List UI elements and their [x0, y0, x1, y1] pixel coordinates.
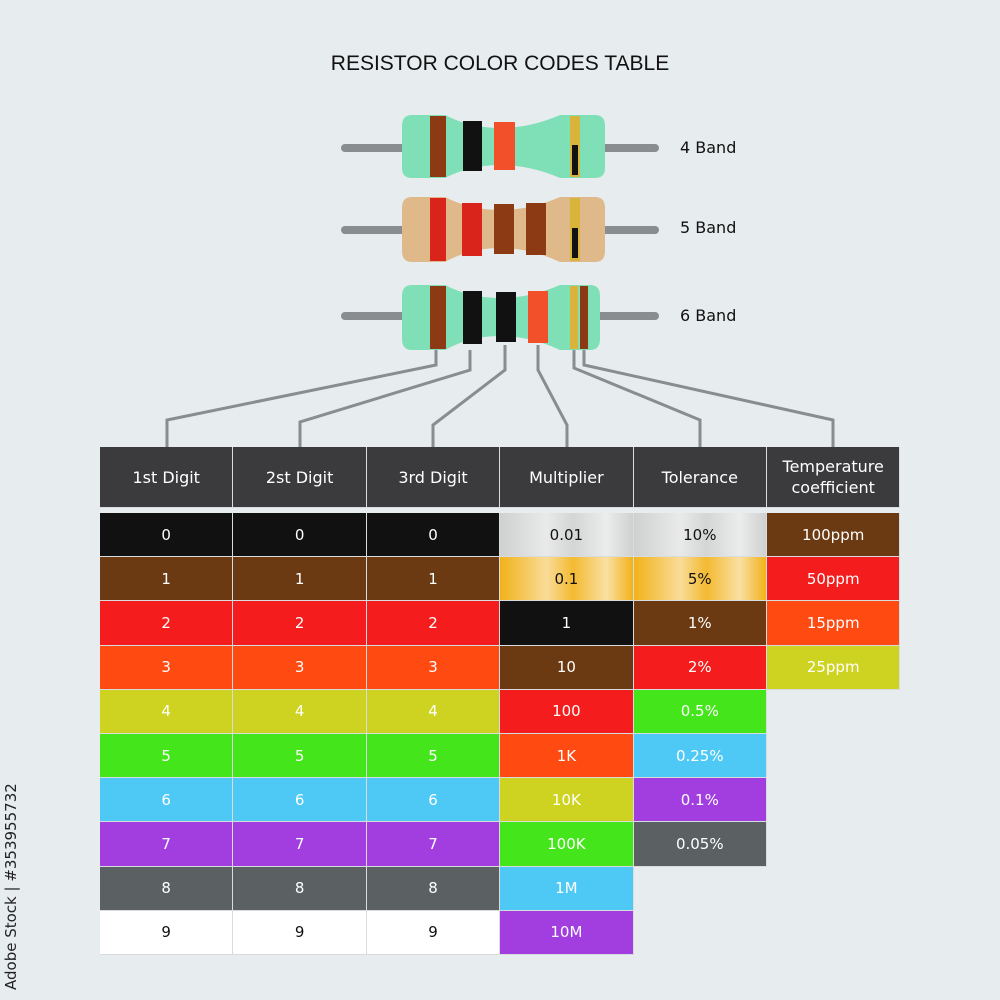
table-cell: 1 [100, 557, 234, 602]
resistor-6 [402, 285, 600, 350]
table-cell: 5% [633, 557, 767, 602]
table-cell: 0.25% [633, 734, 767, 779]
table-cell: 2 [100, 601, 234, 646]
table-cell: 7 [366, 822, 501, 867]
table-cell: 3 [100, 645, 234, 690]
table-cell: 5 [366, 734, 501, 779]
table-cell: 0.5% [633, 689, 767, 734]
table-cell: 6 [100, 778, 234, 823]
table-cell: 5 [233, 734, 367, 779]
table-cell: 3 [233, 645, 367, 690]
band-label: 5 Band [680, 218, 737, 237]
table-cell: 7 [100, 822, 234, 867]
table-cell: 8 [366, 866, 501, 911]
table-cell: 1K [500, 734, 634, 779]
table-cell: 9 [233, 910, 367, 955]
table-header: Temperature coefficient [767, 447, 901, 508]
table-cell: 8 [100, 866, 234, 911]
table-cell: 0.1 [500, 557, 634, 602]
table-header: 3rd Digit [366, 447, 501, 508]
table-cell: 6 [366, 778, 501, 823]
connector-lines [165, 345, 835, 450]
table-cell: 1M [500, 866, 634, 911]
table-cell: 0 [100, 513, 234, 558]
table-cell: 2% [633, 645, 767, 690]
table-cell: 5 [100, 734, 234, 779]
table-cell: 7 [233, 822, 367, 867]
table-cell: 4 [100, 689, 234, 734]
table-cell: 4 [366, 689, 501, 734]
table-header: Tolerance [633, 447, 767, 508]
watermark-id: Adobe Stock | #353955732 [2, 783, 20, 990]
table-cell: 1% [633, 601, 767, 646]
resistor-4 [402, 115, 605, 178]
table-cell: 4 [233, 689, 367, 734]
table-cell: 9 [100, 910, 234, 955]
title: RESISTOR COLOR CODES TABLE [330, 52, 670, 75]
table-header: 1st Digit [100, 447, 234, 508]
table-cell: 0.01 [500, 513, 634, 558]
table-cell: 2 [366, 601, 501, 646]
table-cell: 0.1% [633, 778, 767, 823]
table-cell: 9 [366, 910, 501, 955]
table-cell: 15ppm [767, 601, 901, 646]
table-cell: 10 [500, 645, 634, 690]
table-cell: 10K [500, 778, 634, 823]
table-cell: 25ppm [767, 645, 901, 690]
table-cell: 2 [233, 601, 367, 646]
table-cell: 10% [633, 513, 767, 558]
resistor-drawing [165, 115, 835, 450]
table-header: 2st Digit [233, 447, 367, 508]
table-cell: 3 [366, 645, 501, 690]
table-cell: 1 [500, 601, 634, 646]
table-cell: 50ppm [767, 557, 901, 602]
table-cell: 0 [233, 513, 367, 558]
table-cell: 0.05% [633, 822, 767, 867]
table-cell: 0 [366, 513, 501, 558]
table-cell: 100ppm [767, 513, 901, 558]
table-cell: 1 [366, 557, 501, 602]
table-cell: 6 [233, 778, 367, 823]
table-cell: 1 [233, 557, 367, 602]
table-cell: 10M [500, 910, 634, 955]
table-cell: 100 [500, 689, 634, 734]
table-header: Multiplier [500, 447, 634, 508]
band-label: 6 Band [680, 306, 737, 325]
resistor-5 [402, 197, 605, 262]
table-cell: 100K [500, 822, 634, 867]
band-label: 4 Band [680, 138, 737, 157]
table-cell: 8 [233, 866, 367, 911]
